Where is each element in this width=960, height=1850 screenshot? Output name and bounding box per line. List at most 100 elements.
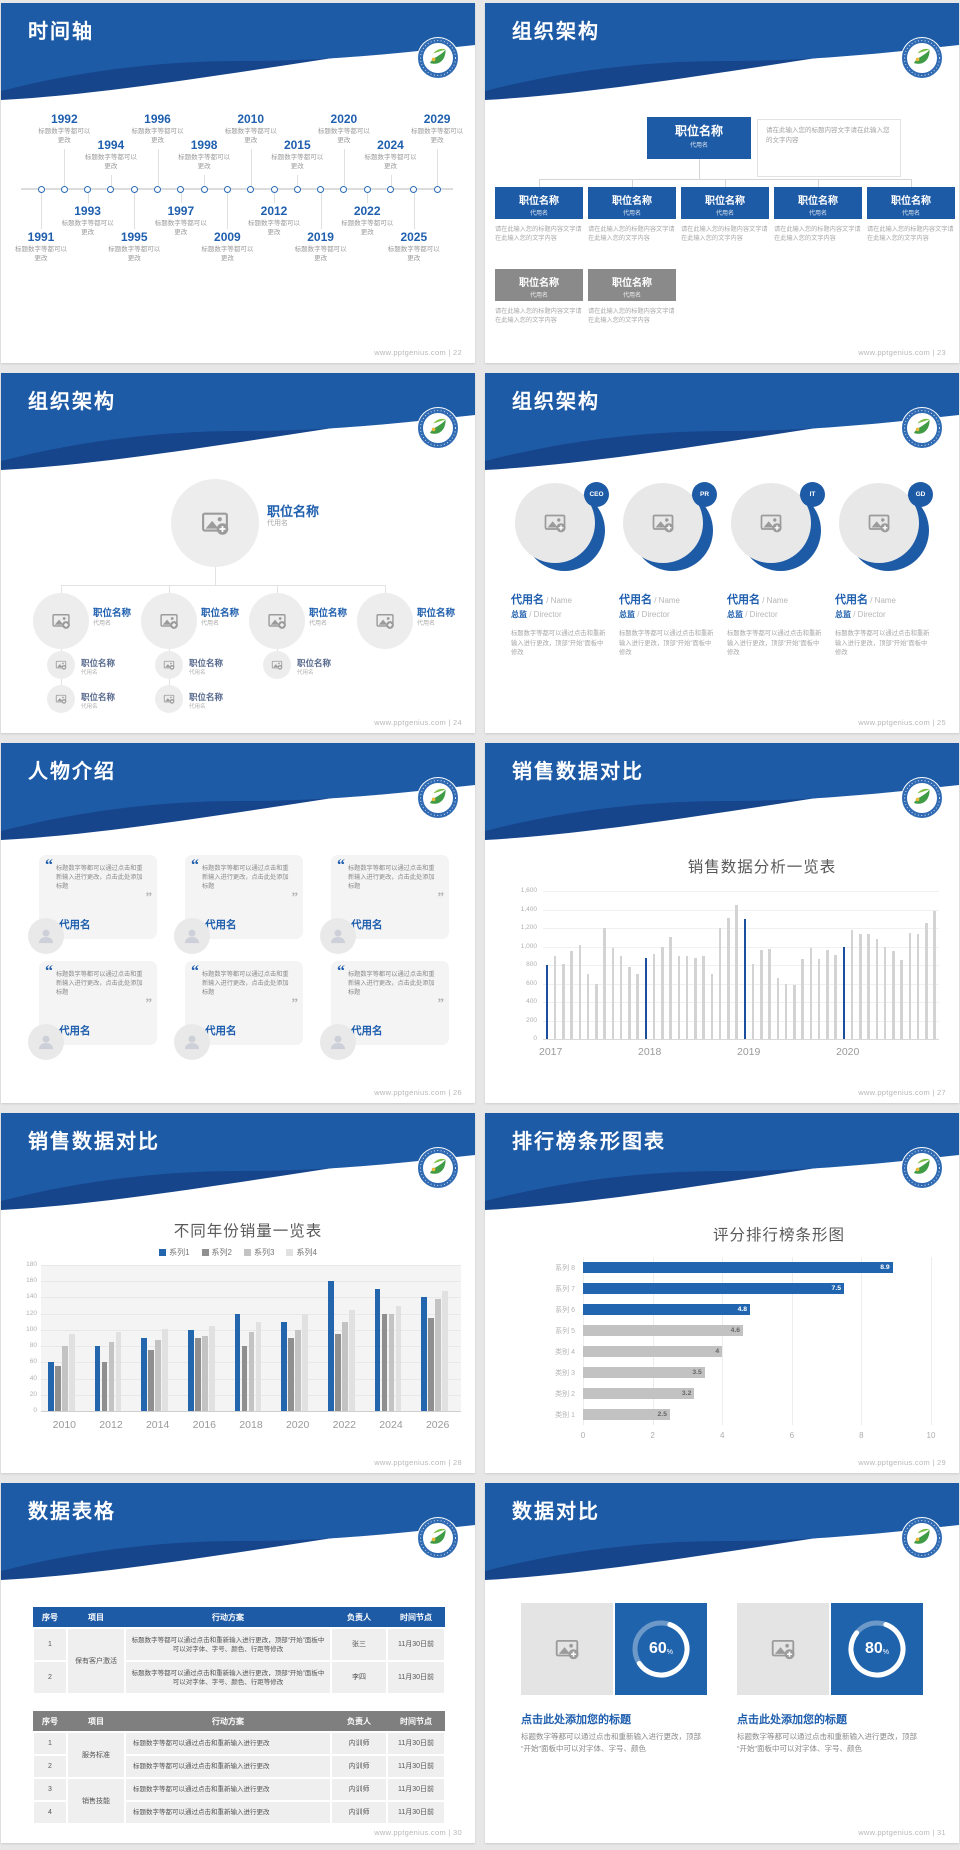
timeline-stem xyxy=(41,189,42,229)
footer-site-link[interactable]: www.pptgenius.com xyxy=(374,348,447,357)
person-name: 代用名 / Name xyxy=(619,591,680,607)
open-quote-icon: “ xyxy=(45,857,53,874)
timeline-event: 2022 标题数字等都可以更改 xyxy=(340,204,394,237)
close-quote-icon: ” xyxy=(291,995,299,1010)
y-gridline xyxy=(543,928,939,929)
slide-26-people-intro[interactable]: 人物介绍 “标题数字等都可以通过点击和重新输入进行更改，点击此处添加标题” 代用名… xyxy=(1,743,475,1103)
open-quote-icon: “ xyxy=(337,857,345,874)
hbar-label: 类别 2 xyxy=(555,1391,575,1398)
chart-bar xyxy=(342,1321,348,1411)
org-node-alias: 代用名 xyxy=(417,621,436,627)
legend-item: 系列4 xyxy=(286,1247,317,1258)
timeline-caption: 标题数字等都可以更改 xyxy=(387,246,440,262)
chart-bar xyxy=(661,946,664,1039)
cell-owner: 内训师 xyxy=(330,1731,388,1756)
slide-27-sales-chart[interactable]: 销售数据对比 销售数据分析一览表 0 200 400 600 800 1,000 1,200 1… xyxy=(485,743,959,1103)
footer-separator: | xyxy=(446,718,454,727)
chart-bar xyxy=(101,1362,108,1411)
timeline-caption: 标题数字等都可以更改 xyxy=(178,154,231,170)
hbar: 4.8 xyxy=(583,1304,751,1315)
tables-canvas: 序号 项目 行动方案 负责人 时间节点 1 保有客户激活 标题数字等都可以通过点击和重新输入进… xyxy=(1,1579,475,1843)
chart-bar xyxy=(195,1338,201,1411)
footer-site-link[interactable]: www.pptgenius.com xyxy=(858,1458,931,1467)
slide-footer: www.pptgenius.com | 22 xyxy=(374,348,462,357)
hbar-value: 4.6 xyxy=(730,1327,741,1334)
footer-site-link[interactable]: www.pptgenius.com xyxy=(858,348,931,357)
org-node-alias: 代用名 xyxy=(297,670,314,676)
y-tick-label: 0 xyxy=(33,1407,37,1414)
slide-29-ranking-chart[interactable]: 排行榜条形图表 评分排行榜条形图 0 2 4 6 8 10 系列 8 8.9 系列 7 7.5 系列 … xyxy=(485,1113,959,1473)
timeline-stem xyxy=(250,149,252,189)
footer-site-link[interactable]: www.pptgenius.com xyxy=(858,1088,931,1097)
person-role-en: / Director xyxy=(851,610,886,619)
timeline-node xyxy=(387,185,394,193)
action-plan-table-blue: 序号 项目 行动方案 负责人 时间节点 1 保有客户激活 标题数字等都可以通过点击和重新输入进… xyxy=(32,1607,446,1695)
footer-site-link[interactable]: www.pptgenius.com xyxy=(858,718,931,727)
org-node-alias: 代用名 xyxy=(267,520,288,527)
org-child-note: 请在此输入您的标题内容文字请在此输入您的文字内容 xyxy=(495,226,582,242)
slide-title: 数据表格 xyxy=(28,1501,116,1523)
y-tick-label: 160 xyxy=(26,1277,37,1285)
chart-bar xyxy=(255,1321,262,1411)
hbar-label: 类别 4 xyxy=(555,1349,575,1356)
footer-site-link[interactable]: www.pptgenius.com xyxy=(374,1088,447,1097)
chart-bar xyxy=(892,951,895,1039)
chart-bar xyxy=(374,1289,381,1411)
org-position-alias: 代用名 xyxy=(529,211,548,217)
hbar-value: 7.5 xyxy=(831,1285,841,1292)
footer-site-link[interactable]: www.pptgenius.com xyxy=(858,1828,931,1837)
avatar-placeholder xyxy=(249,593,305,649)
role-badge: CEO xyxy=(584,482,609,507)
slide-28-grouped-chart[interactable]: 销售数据对比 不同年份销量一览表 系列1 系列2 系列3 系列4 0 20 40 60 80 100… xyxy=(1,1113,475,1473)
chart-bar xyxy=(562,964,565,1039)
cell-no: 4 xyxy=(32,1800,68,1825)
slide-25-org-people[interactable]: 组织架构 CEO 代用名 / Name 总监 / Director 标题数字等都可以通… xyxy=(485,373,959,733)
page-number: 27 xyxy=(937,1088,946,1097)
person-note: 标题数字等都可以通过点击和重新输入进行更改，顶部“开始”面板中修改 xyxy=(511,630,606,656)
x-tick-label: 10 xyxy=(926,1431,936,1440)
timeline-year: 2020 xyxy=(330,112,358,126)
org-connector xyxy=(632,179,633,187)
footer-site-link[interactable]: www.pptgenius.com xyxy=(374,1458,447,1467)
slide-22-timeline[interactable]: 时间轴 1991 标题数字等都可以更改 1992 标题数字等都可以更改 1993 标题数字… xyxy=(1,3,475,363)
slide-31-data-compare[interactable]: 数据对比 60% 点击此处添加您的标题 标题数字等都可以通过点击和重新输入进行更改，… xyxy=(485,1483,959,1843)
person-name: 代用名 xyxy=(59,1025,91,1037)
org-child-note: 请在此输入您的标题内容文字请在此输入您的文字内容 xyxy=(588,226,675,242)
footer-site-link[interactable]: www.pptgenius.com xyxy=(374,1828,447,1837)
x-tick-label: 2018 xyxy=(239,1419,263,1431)
slide-title: 排行榜条形图表 xyxy=(512,1131,666,1153)
slide-header: 销售数据对比 xyxy=(485,743,959,843)
timeline-caption: 标题数字等都可以更改 xyxy=(341,220,394,236)
y-tick-label: 100 xyxy=(26,1325,37,1333)
org-node-title: 职位名称 xyxy=(81,658,116,668)
y-gridline xyxy=(543,1020,939,1022)
slide-footer: www.pptgenius.com | 27 xyxy=(858,1088,946,1097)
brand-logo-icon xyxy=(900,1516,944,1560)
cell-no: 1 xyxy=(32,1731,68,1756)
timeline-node xyxy=(107,185,115,193)
cell-action: 标题数字等都可以通过点击和重新输入进行更改 xyxy=(124,1754,332,1779)
footer-separator: | xyxy=(930,718,938,727)
timeline-node xyxy=(433,185,441,193)
brand-logo-icon xyxy=(416,406,460,450)
module-note: 标题数字等都可以通过点击和重新输入进行更改，顶部“开始”面板中可以对字体、字号、… xyxy=(521,1732,701,1753)
table-column-header: 负责人 xyxy=(331,1607,387,1628)
donut-modules-canvas: 60% 点击此处添加您的标题 标题数字等都可以通过点击和重新输入进行更改，顶部“开始… xyxy=(485,1579,959,1843)
slide-23-org-boxes[interactable]: 组织架构 职位名称 代用名 请在此输入您的标题内容文字请在此输入您的文字内容 职位名称… xyxy=(485,3,959,363)
chart-bar xyxy=(586,974,590,1039)
org-position-title: 职位名称 xyxy=(891,196,931,207)
brand-logo-icon xyxy=(416,776,460,820)
slide-30-data-table[interactable]: 数据表格 序号 项目 行动方案 负责人 时间节点 1 保有客户激活 标题数字等都可以通过点击和… xyxy=(1,1483,475,1843)
chart-title: 不同年份销量一览表 xyxy=(173,1223,323,1240)
avatar-placeholder xyxy=(623,483,703,563)
footer-site-link[interactable]: www.pptgenius.com xyxy=(374,718,447,727)
slide-24-org-tree[interactable]: 组织架构 职位名称 代用名 职位名称 代用名 职位名称 代用名 职位名称 代用名 职位名称 代用名… xyxy=(1,373,475,733)
cell-due: 11月30日前 xyxy=(386,1754,446,1779)
quote-card: “标题数字等都可以通过点击和重新输入进行更改，点击此处添加标题” 代用名 xyxy=(174,961,303,1060)
image-placeholder-box xyxy=(521,1603,613,1695)
timeline-year: 1997 xyxy=(167,204,195,218)
chart-bar xyxy=(776,977,780,1039)
chart-title: 销售数据分析一览表 xyxy=(687,859,837,876)
chart-bar xyxy=(883,946,887,1039)
timeline-caption: 标题数字等都可以更改 xyxy=(248,220,300,236)
